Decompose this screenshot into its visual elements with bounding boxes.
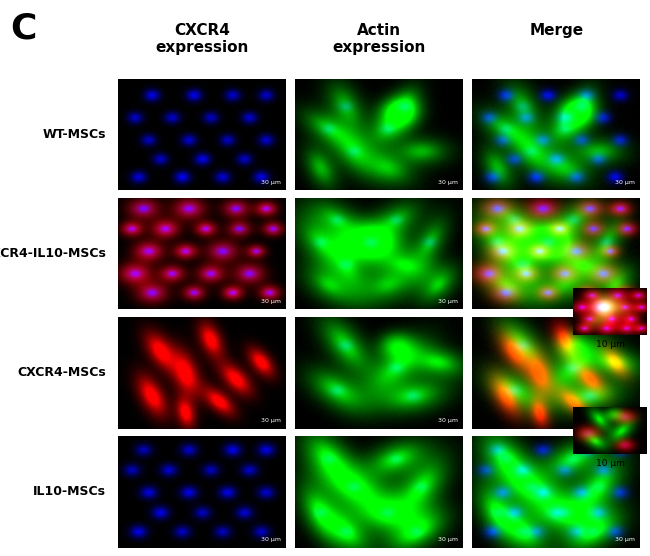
Text: 30 μm: 30 μm	[438, 180, 458, 185]
Text: CXCR4-IL10-MSCs: CXCR4-IL10-MSCs	[0, 247, 106, 260]
Text: CXCR4-MSCs: CXCR4-MSCs	[17, 366, 106, 379]
Text: 30 μm: 30 μm	[438, 537, 458, 542]
Text: 10 μm: 10 μm	[595, 459, 625, 468]
Text: 30 μm: 30 μm	[261, 418, 281, 423]
Text: 30 μm: 30 μm	[261, 180, 281, 185]
Text: 30 μm: 30 μm	[261, 537, 281, 542]
Text: C: C	[10, 11, 36, 45]
Text: 30 μm: 30 μm	[615, 537, 635, 542]
Text: WT-MSCs: WT-MSCs	[42, 128, 106, 141]
Text: 30 μm: 30 μm	[438, 299, 458, 304]
Text: 30 μm: 30 μm	[261, 299, 281, 304]
Text: Merge: Merge	[529, 22, 583, 37]
Text: 30 μm: 30 μm	[615, 418, 635, 423]
Text: 30 μm: 30 μm	[615, 299, 635, 304]
Text: CXCR4
expression: CXCR4 expression	[155, 22, 249, 55]
Text: IL10-MSCs: IL10-MSCs	[33, 485, 106, 499]
Text: 30 μm: 30 μm	[615, 180, 635, 185]
Text: 10 μm: 10 μm	[595, 340, 625, 349]
Text: Actin
expression: Actin expression	[333, 22, 426, 55]
Text: 30 μm: 30 μm	[438, 418, 458, 423]
